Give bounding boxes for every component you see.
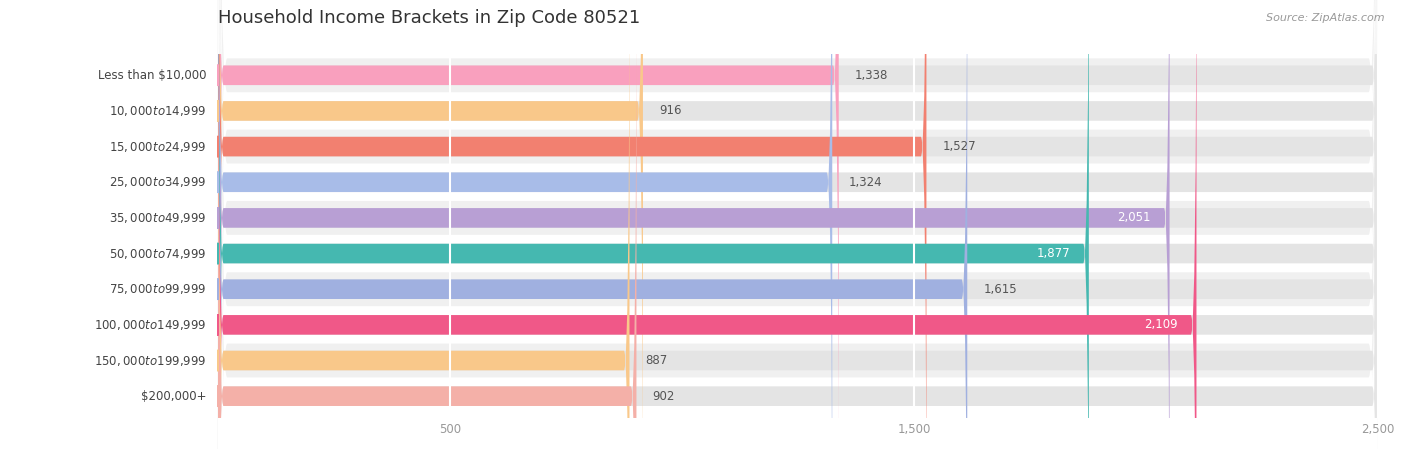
Text: 1,877: 1,877 (1036, 247, 1070, 260)
FancyBboxPatch shape (218, 0, 1378, 449)
FancyBboxPatch shape (218, 0, 1378, 449)
FancyBboxPatch shape (218, 0, 1378, 449)
FancyBboxPatch shape (218, 0, 1378, 449)
FancyBboxPatch shape (218, 0, 630, 449)
Text: 1,615: 1,615 (983, 283, 1017, 296)
FancyBboxPatch shape (218, 0, 637, 449)
FancyBboxPatch shape (218, 0, 1378, 449)
FancyBboxPatch shape (218, 0, 1378, 449)
Text: 887: 887 (645, 354, 668, 367)
FancyBboxPatch shape (218, 0, 1378, 449)
FancyBboxPatch shape (218, 0, 1088, 449)
FancyBboxPatch shape (218, 0, 1378, 449)
Text: 1,338: 1,338 (855, 69, 889, 82)
Text: $100,000 to $149,999: $100,000 to $149,999 (94, 318, 207, 332)
Text: Less than $10,000: Less than $10,000 (98, 69, 207, 82)
FancyBboxPatch shape (218, 0, 1170, 449)
Text: 1,527: 1,527 (942, 140, 976, 153)
FancyBboxPatch shape (218, 0, 643, 449)
FancyBboxPatch shape (218, 0, 1378, 449)
Text: 916: 916 (659, 105, 682, 118)
FancyBboxPatch shape (218, 0, 839, 449)
Text: Household Income Brackets in Zip Code 80521: Household Income Brackets in Zip Code 80… (218, 9, 640, 27)
Text: $200,000+: $200,000+ (141, 390, 207, 403)
FancyBboxPatch shape (218, 0, 1378, 449)
Text: Source: ZipAtlas.com: Source: ZipAtlas.com (1267, 13, 1385, 23)
FancyBboxPatch shape (218, 0, 927, 449)
Text: $50,000 to $74,999: $50,000 to $74,999 (108, 247, 207, 260)
Text: 2,051: 2,051 (1118, 211, 1152, 224)
Text: $75,000 to $99,999: $75,000 to $99,999 (108, 282, 207, 296)
FancyBboxPatch shape (218, 0, 1378, 449)
Text: $150,000 to $199,999: $150,000 to $199,999 (94, 353, 207, 368)
Text: 902: 902 (652, 390, 675, 403)
FancyBboxPatch shape (218, 0, 1378, 449)
Text: 1,324: 1,324 (848, 176, 882, 189)
FancyBboxPatch shape (218, 0, 1378, 449)
FancyBboxPatch shape (218, 0, 1378, 449)
FancyBboxPatch shape (218, 0, 1378, 449)
Text: $10,000 to $14,999: $10,000 to $14,999 (108, 104, 207, 118)
FancyBboxPatch shape (218, 0, 1378, 449)
FancyBboxPatch shape (218, 0, 1378, 449)
Text: $15,000 to $24,999: $15,000 to $24,999 (108, 140, 207, 154)
Text: $35,000 to $49,999: $35,000 to $49,999 (108, 211, 207, 225)
FancyBboxPatch shape (218, 0, 1197, 449)
FancyBboxPatch shape (218, 0, 967, 449)
FancyBboxPatch shape (218, 0, 832, 449)
Text: $25,000 to $34,999: $25,000 to $34,999 (108, 175, 207, 189)
Text: 2,109: 2,109 (1144, 318, 1178, 331)
FancyBboxPatch shape (218, 0, 1378, 449)
FancyBboxPatch shape (218, 0, 1378, 449)
FancyBboxPatch shape (218, 0, 1378, 449)
